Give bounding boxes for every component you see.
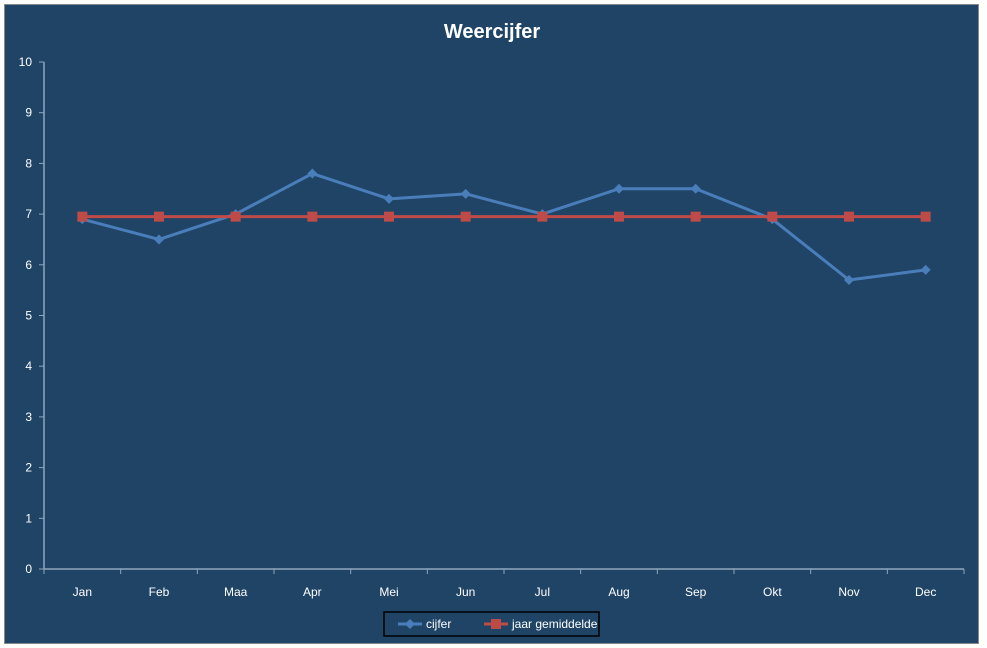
data-point [767,211,778,222]
data-point [77,211,88,222]
data-point [844,275,854,286]
y-tick-label: 5 [25,309,32,323]
y-tick-label: 6 [25,258,32,272]
data-point [154,211,164,222]
legend-label: cijfer [426,617,451,631]
legend-label: jaar gemiddelde [511,617,598,631]
data-point [614,211,624,222]
x-tick-label: Okt [763,585,782,599]
chart-title: Weercijfer [444,21,541,43]
data-point [307,168,318,179]
chart-area: Weercijfer 0 1 2 3 4 5 6 7 8 9 10 Jan Feb Maa Apr Mei Ju… [4,4,979,644]
axes: 0 1 2 3 4 5 6 7 8 9 10 Jan Feb Maa Apr Mei Jun Jul Aug Sep O… [19,55,965,599]
y-tick-label: 3 [25,410,32,424]
x-tick-label: Jul [535,585,550,599]
series-jaar-gemiddelde [77,211,931,222]
data-point [614,183,624,194]
data-point [384,211,394,222]
x-tick-label: Jan [73,585,92,599]
series-line [81,172,926,282]
data-point [384,193,394,204]
y-tick-label: 9 [25,106,32,120]
y-tick-label: 10 [19,55,33,69]
x-tick-label: Jun [456,585,475,599]
x-tick-label: Maa [224,585,248,599]
y-tick-label: 7 [25,207,32,221]
data-point [920,211,931,222]
data-point [307,211,318,222]
x-tick-label: Sep [685,585,707,599]
data-point [460,211,471,222]
legend-swatch-marker [491,619,501,629]
data-point [230,211,241,222]
x-tick-label: Dec [915,585,936,599]
x-tick-label: Nov [838,585,859,599]
x-tick-label: Mei [379,585,398,599]
plot-series [77,168,931,286]
data-point [690,211,701,222]
data-point [537,211,548,222]
legend: cijfer jaar gemiddelde [383,611,600,637]
data-point [920,264,931,275]
data-point [460,188,471,199]
data-point [844,211,854,222]
y-tick-label: 1 [25,511,32,525]
x-tick-label: Apr [303,585,322,599]
series-cijfer [77,168,931,286]
y-tick-label: 8 [25,156,32,170]
x-tick-label: Aug [608,585,629,599]
x-tick-label: Feb [149,585,170,599]
line-chart: Weercijfer 0 1 2 3 4 5 6 7 8 9 10 Jan Feb Maa Apr Mei Ju… [19,21,965,637]
y-tick-label: 4 [25,359,32,373]
y-tick-label: 2 [25,461,32,475]
legend-swatch-marker [405,619,415,629]
data-point [690,183,701,194]
data-point [154,234,164,245]
y-tick-label: 0 [25,562,32,576]
